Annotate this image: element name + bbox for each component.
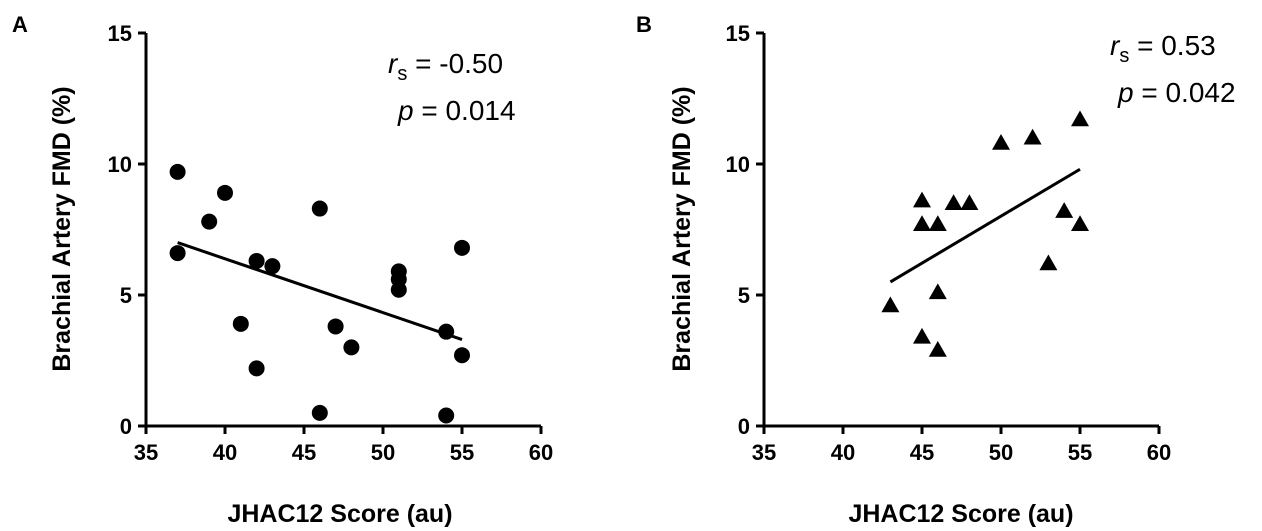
panel-b-x-tick-label: 50 [989, 440, 1013, 465]
panel-b-data-point [913, 191, 931, 208]
panel-b-y-tick-label: 5 [738, 283, 750, 308]
panel-b-data-point [944, 194, 963, 211]
panel-a-p-value: = 0.014 [414, 95, 516, 126]
panel-b-y-axis-title: Brachial Artery FMD (%) [668, 86, 696, 371]
panel-b-y-tick-label: 15 [726, 21, 750, 46]
panel-a-data-point [390, 281, 407, 298]
panel-b-regression-line [889, 167, 1081, 284]
panel-a-data-point [264, 258, 281, 275]
panel-b-y-tick-label: 0 [738, 414, 750, 439]
panel-a-data-point [311, 200, 328, 217]
panel-b-plot: 0 5 10 15 35 40 45 50 55 60 [726, 21, 1172, 465]
panel-b-data-point [1071, 215, 1089, 232]
panel-a-data-point [343, 339, 360, 356]
panel-a-data-point [438, 323, 455, 340]
panel-b-data-point [928, 283, 947, 300]
panel-a-r-subscript: s [397, 63, 407, 85]
panel-b-data-point [913, 327, 931, 344]
panel-b-data-point [928, 341, 947, 357]
panel-a-y-tick-label: 15 [108, 21, 132, 46]
panel-a-x-tick-label: 45 [292, 440, 316, 465]
panel-a-x-axis-title: JHAC12 Score (au) [227, 500, 452, 528]
panel-a-x-tick-label: 40 [213, 440, 237, 465]
panel-b-data-point [1023, 128, 1042, 145]
panel-b-x-tick-label: 55 [1068, 440, 1092, 465]
panel-a-y-tick-label: 5 [120, 283, 132, 308]
panel-a-data-point [248, 360, 265, 377]
panel-a-data-point [169, 163, 186, 180]
panel-b-data-point [960, 194, 979, 211]
panel-a-p-stat: p = 0.014 [397, 95, 516, 126]
panel-a-data-point [169, 245, 186, 262]
panel-a-x-tick-label: 60 [529, 440, 553, 465]
panel-b-p-stat: p = 0.042 [1117, 77, 1236, 108]
panel-a-data-point [438, 407, 455, 424]
panel-b-x-tick-label: 35 [752, 440, 776, 465]
panel-a: A Brachial Artery FMD (%) JHAC12 Score (… [12, 12, 553, 528]
panel-b-data-point [881, 296, 900, 313]
panel-b-data-point [1055, 202, 1074, 218]
panel-b-data-point [1039, 254, 1058, 271]
panel-a-y-tick-label: 0 [120, 414, 132, 439]
panel-a-data-point [217, 184, 233, 201]
panel-b-data-point [992, 134, 1010, 150]
panel-a-r-value: = -0.50 [407, 48, 503, 79]
panel-b-data-point [928, 215, 947, 232]
panel-a-x-tick-label: 55 [450, 440, 474, 465]
panel-a-r-stat: rs = -0.50 [388, 48, 503, 85]
panel-a-data-point [454, 347, 470, 364]
panel-b-r-symbol: r [1110, 30, 1121, 61]
panel-a-y-tick-label: 10 [108, 152, 132, 177]
panel-a-regression-line [177, 241, 463, 341]
panel-b-p-value: = 0.042 [1134, 77, 1236, 108]
panel-b-r-stat: rs = 0.53 [1110, 30, 1216, 67]
panel-b: B Brachial Artery FMD (%) JHAC12 Score (… [636, 12, 1236, 528]
panel-a-x-tick-label: 35 [134, 440, 158, 465]
panel-b-r-subscript: s [1119, 45, 1129, 67]
panel-a-data-point [454, 239, 470, 256]
panel-b-data-point [1071, 110, 1089, 127]
panel-a-plot: 0 5 10 15 35 40 45 50 55 60 [108, 21, 554, 465]
panel-a-data-point [311, 404, 328, 421]
panel-a-data-point [201, 213, 218, 230]
panel-b-x-tick-label: 60 [1147, 440, 1171, 465]
panel-b-x-axis-title: JHAC12 Score (au) [848, 500, 1073, 528]
panel-a-y-axis-title: Brachial Artery FMD (%) [48, 86, 76, 371]
panel-a-x-tick-label: 50 [371, 440, 395, 465]
panel-a-data-point [232, 315, 249, 332]
panel-a-data-point [327, 318, 344, 335]
panel-a-data-point [248, 252, 265, 269]
panel-b-p-symbol: p [1117, 77, 1134, 108]
panel-a-letter: A [12, 12, 28, 37]
panel-b-y-tick-label: 10 [726, 152, 750, 177]
panel-b-data-point [913, 215, 931, 232]
panel-a-r-symbol: r [388, 48, 399, 79]
panel-b-r-value: = 0.53 [1129, 30, 1215, 61]
panel-b-x-tick-label: 45 [910, 440, 934, 465]
panel-b-letter: B [636, 12, 652, 37]
panel-a-p-symbol: p [397, 95, 414, 126]
panel-b-x-tick-label: 40 [831, 440, 855, 465]
